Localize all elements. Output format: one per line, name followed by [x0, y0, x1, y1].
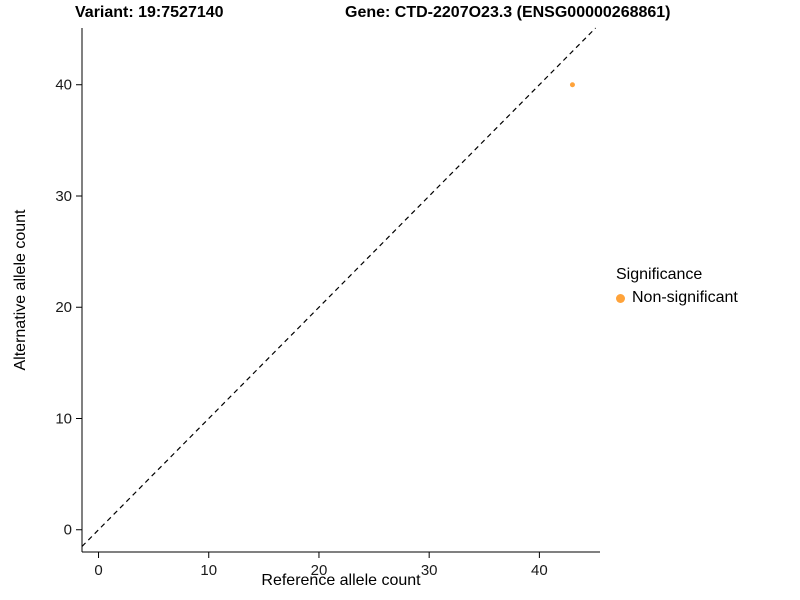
y-tick-label: 20	[55, 299, 72, 316]
x-tick-label: 30	[421, 562, 438, 579]
y-tick-label: 30	[55, 188, 72, 205]
legend-entry: Non-significant	[616, 289, 738, 307]
y-axis-title: Alternative allele count	[12, 209, 29, 371]
x-axis-title: Reference allele count	[261, 572, 421, 589]
identity-dashed-line	[81, 27, 597, 547]
x-tick-label: 20	[311, 562, 328, 579]
legend-title: Significance	[616, 266, 703, 283]
x-tick-label: 10	[200, 562, 217, 579]
y-tick-label: 10	[55, 410, 72, 427]
data-point	[569, 82, 575, 88]
legend-entry-label: Non-significant	[632, 289, 738, 306]
y-tick-label: 40	[55, 77, 72, 94]
y-tick-label: 0	[64, 522, 72, 539]
variant-title: Variant: 19:7527140	[75, 4, 224, 21]
legend-point-icon	[616, 293, 625, 303]
x-tick-label: 40	[531, 562, 548, 579]
legend: Significance Non-significant	[616, 266, 738, 307]
gene-title: Gene: CTD-2207O23.3 (ENSG00000268861)	[345, 4, 671, 21]
x-tick-label: 0	[94, 562, 102, 579]
